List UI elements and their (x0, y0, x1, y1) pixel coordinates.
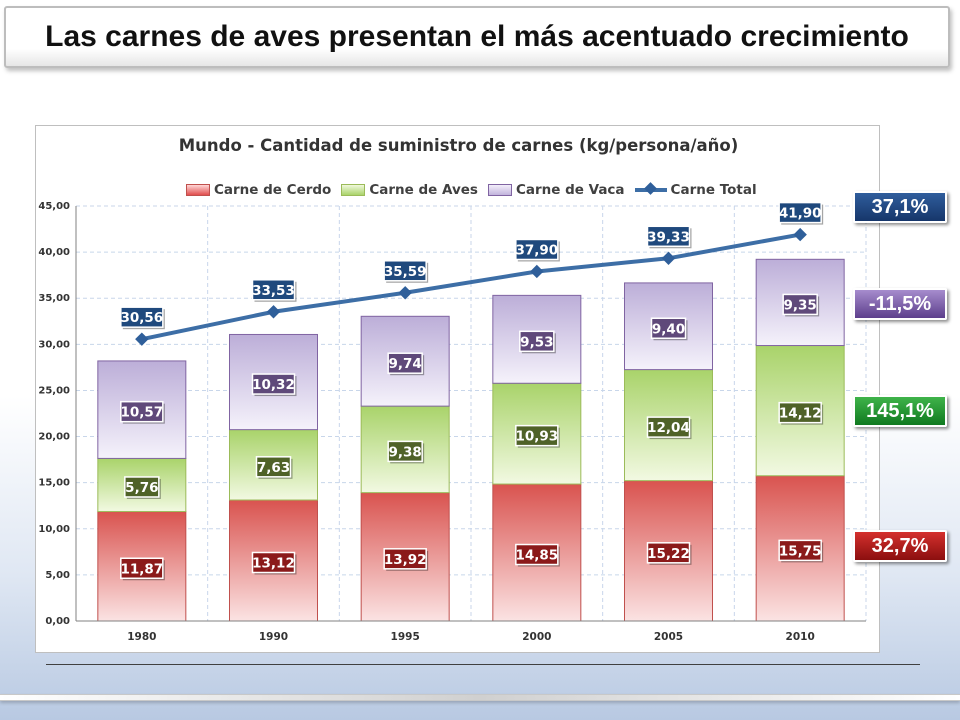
x-tick-label: 2005 (654, 631, 683, 643)
data-label-cerdo-2000-box (515, 543, 559, 566)
y-tick-label: 5,00 (45, 570, 70, 581)
data-label-total-2010-box (778, 201, 822, 224)
data-label-total-2005: 39,33 (647, 229, 690, 245)
line-carne-total (141, 232, 801, 342)
chart-title: Mundo - Cantidad de suministro de carnes… (178, 136, 739, 155)
legend-item-cerdo: Carne de Cerdo (186, 182, 331, 198)
data-label-aves-1990: 7,63 (257, 460, 290, 476)
y-tick-label: 40,00 (38, 247, 70, 258)
data-label-cerdo-1990-box (251, 551, 296, 574)
data-label-cerdo-2010: 15,75 (779, 543, 822, 559)
legend-label-cerdo: Carne de Cerdo (214, 182, 332, 198)
data-label-vaca-2000: 9,53 (520, 334, 553, 350)
chart-legend: Carne de Cerdo Carne de Aves Carne de Va… (186, 181, 757, 199)
badge-total-growth: 37,1% (853, 191, 947, 223)
legend-label-aves: Carne de Aves (369, 182, 478, 198)
bar-aves-1980 (97, 457, 187, 513)
x-tick-label: 1980 (127, 631, 156, 643)
y-tick-label: 25,00 (38, 385, 70, 396)
data-label-cerdo-1990: 13,12 (252, 556, 295, 572)
data-label-vaca-1990: 10,32 (252, 377, 295, 393)
data-label-vaca-2005: 9,40 (652, 321, 685, 337)
data-label-aves-1995: 9,38 (389, 444, 422, 460)
data-label-total-2000: 37,90 (515, 242, 558, 258)
legend-item-total: Carne Total (634, 182, 757, 198)
data-label-aves-1990-box (255, 456, 292, 478)
data-label-total-1980: 30,56 (120, 310, 163, 326)
data-label-aves-1980: 5,76 (125, 480, 158, 496)
point-carne-total-2010 (793, 227, 807, 242)
data-label-aves-1980-box (124, 476, 160, 498)
data-label-aves-2000-box (515, 424, 559, 447)
title-bar: Las carnes de aves presentan el más acen… (4, 6, 950, 68)
x-tick-label: 1995 (391, 631, 420, 643)
data-label-aves-2010-box (778, 401, 822, 424)
data-label-vaca-1990-box (251, 373, 296, 395)
data-label-vaca-1995-box (387, 352, 423, 374)
footer-rule (46, 664, 920, 665)
y-tick-label: 30,00 (38, 339, 70, 350)
legend-swatch-vaca (487, 184, 512, 196)
data-label-cerdo-2005: 15,22 (647, 546, 690, 562)
data-label-total-1995-box (383, 260, 427, 282)
y-tick-label: 20,00 (38, 432, 70, 443)
point-carne-total-2000 (530, 264, 544, 279)
data-label-total-1990-box (251, 279, 296, 301)
legend-label-total: Carne Total (670, 182, 757, 198)
data-label-cerdo-2010-box (778, 539, 822, 562)
point-carne-total-1990 (266, 305, 281, 319)
point-carne-total-1995 (398, 286, 412, 300)
data-label-cerdo-1980: 11,87 (120, 561, 163, 577)
legend-swatch-aves (341, 184, 366, 196)
data-label-cerdo-2000: 14,85 (515, 548, 558, 564)
badge-cerdo-growth: 32,7% (853, 530, 947, 562)
data-label-aves-1995-box (387, 440, 423, 463)
x-tick-label: 2000 (522, 631, 551, 643)
data-label-total-1990: 33,53 (252, 283, 295, 299)
data-label-total-2005-box (646, 225, 691, 248)
y-tick-label: 10,00 (38, 524, 70, 535)
data-label-cerdo-1995: 13,92 (384, 552, 427, 568)
data-label-vaca-1980-box (120, 400, 164, 423)
data-label-aves-2000: 10,93 (515, 429, 558, 445)
data-label-total-2010: 41,90 (779, 206, 822, 222)
data-label-vaca-2005-box (650, 317, 687, 340)
x-tick-label: 2010 (786, 631, 815, 643)
data-label-total-1995: 35,59 (384, 264, 427, 280)
data-label-cerdo-2005-box (646, 542, 691, 564)
point-carne-total-1980 (135, 332, 149, 346)
legend-item-vaca: Carne de Vaca (487, 182, 625, 198)
point-carne-total-2005 (661, 251, 676, 265)
y-tick-label: 15,00 (38, 478, 70, 489)
data-label-total-1980-box (120, 306, 164, 328)
legend-swatch-cerdo (186, 184, 210, 196)
data-label-vaca-1995: 9,74 (389, 356, 422, 372)
legend-swatch-total (634, 188, 667, 192)
y-tick-label: 35,00 (38, 293, 70, 304)
data-label-vaca-2000-box (519, 330, 555, 353)
data-label-cerdo-1995-box (383, 548, 427, 570)
data-label-cerdo-1980-box (120, 557, 164, 580)
data-label-aves-2005: 12,04 (647, 420, 690, 436)
data-label-vaca-2010: 9,35 (784, 297, 817, 313)
data-label-aves-2010: 14,12 (779, 406, 822, 422)
slide-title: Las carnes de aves presentan el más acen… (45, 20, 909, 53)
data-label-vaca-2010-box (782, 293, 818, 316)
bottom-bar (0, 694, 960, 701)
y-tick-label: 0,00 (45, 616, 70, 627)
legend-label-vaca: Carne de Vaca (515, 182, 625, 198)
data-label-total-2000-box (515, 238, 559, 261)
y-tick-label: 45,00 (38, 201, 70, 212)
badge-vaca-growth: -11,5% (853, 288, 947, 320)
data-label-vaca-1980: 10,57 (120, 405, 163, 421)
x-tick-label: 1990 (259, 631, 288, 643)
badge-aves-growth: 145,1% (853, 395, 947, 427)
data-label-aves-2005-box (646, 416, 691, 438)
legend-item-aves: Carne de Aves (341, 182, 478, 198)
